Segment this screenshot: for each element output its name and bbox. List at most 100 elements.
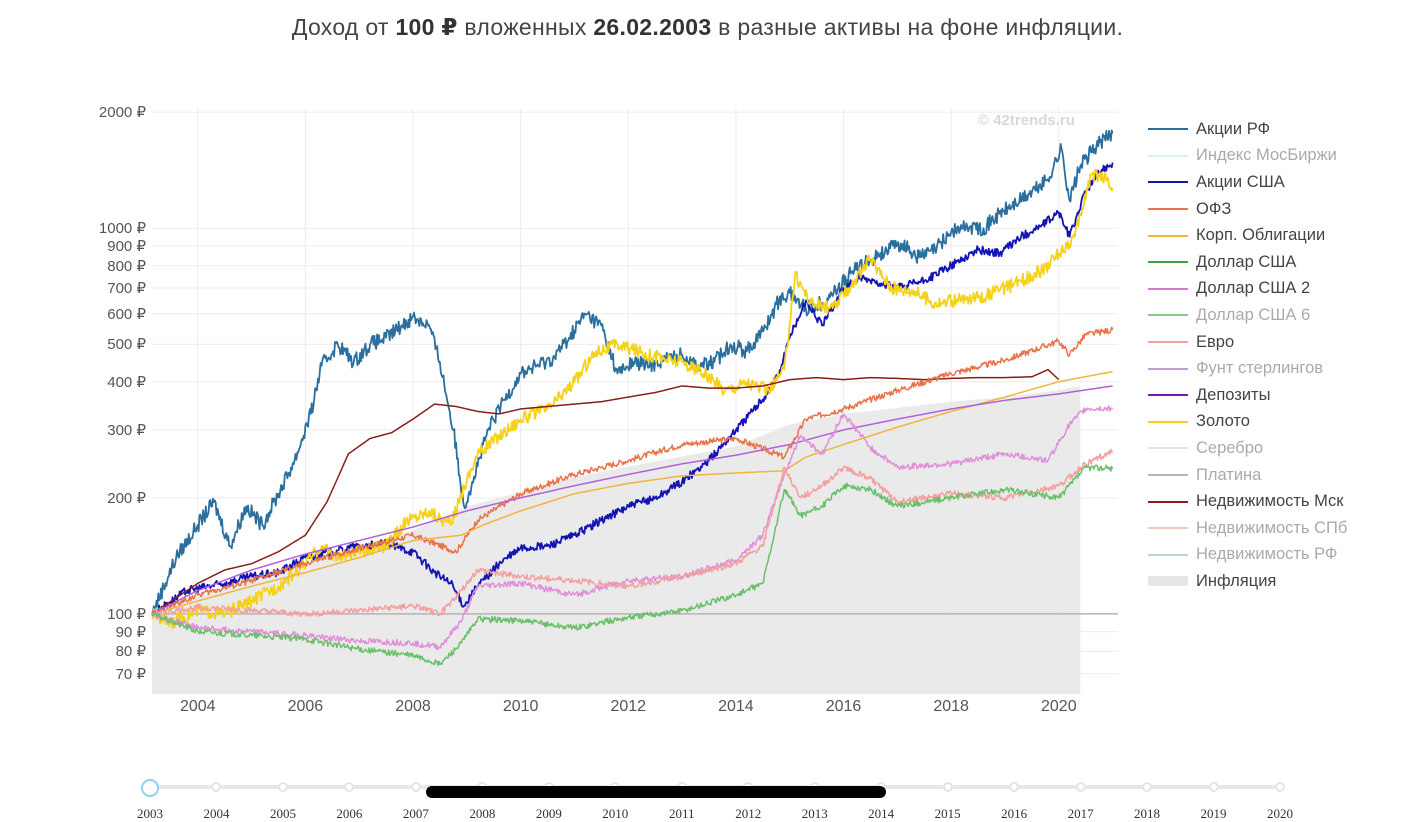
legend-label: Корп. Облигации — [1196, 226, 1326, 245]
legend-item[interactable]: Инфляция — [1148, 568, 1347, 595]
y-tick-label: 80 ₽ — [115, 643, 146, 661]
legend-label: Платина — [1196, 465, 1262, 484]
slider-step[interactable] — [1275, 782, 1285, 792]
slider-label: 2012 — [735, 806, 762, 821]
x-tick-label: 2010 — [502, 698, 539, 715]
slider-label: 2018 — [1134, 806, 1161, 821]
slider-label: 2017 — [1067, 806, 1094, 821]
slider-step[interactable] — [344, 782, 355, 792]
chart-plot[interactable] — [0, 0, 1145, 760]
y-tick-label: 200 ₽ — [107, 489, 146, 507]
legend-label: Акции РФ — [1196, 119, 1271, 138]
legend-swatch — [1148, 128, 1188, 131]
slider-label: 2005 — [269, 806, 296, 821]
slider-step[interactable] — [211, 782, 222, 792]
legend-item[interactable]: Доллар США — [1148, 249, 1347, 276]
legend-swatch — [1148, 420, 1188, 423]
legend-label: Недвижимость РФ — [1196, 545, 1338, 564]
legend-swatch — [1148, 234, 1188, 237]
y-tick-label: 300 ₽ — [107, 421, 146, 439]
legend-swatch — [1148, 576, 1188, 587]
legend-swatch — [1148, 527, 1188, 530]
legend-swatch — [1148, 208, 1188, 211]
x-tick-label: 2018 — [933, 698, 969, 715]
slider-label: 2011 — [668, 806, 695, 821]
series-7-line — [151, 370, 1113, 615]
y-tick-label: 400 ₽ — [107, 373, 146, 391]
series-2-line — [151, 129, 1114, 615]
x-tick-label: 2006 — [287, 698, 324, 715]
x-tick-label: 2008 — [395, 698, 431, 715]
legend-label: ОФЗ — [1196, 199, 1232, 218]
x-tick-label: 2014 — [718, 698, 754, 715]
legend-label: Акции США — [1196, 172, 1285, 191]
legend-item[interactable]: Акции РФ — [1148, 116, 1347, 143]
legend-item[interactable]: Фунт стерлингов — [1148, 355, 1347, 382]
legend-label: Золото — [1196, 412, 1250, 431]
legend-swatch — [1148, 474, 1188, 477]
watermark: © 42trends.ru — [978, 112, 1075, 129]
legend-swatch — [1148, 447, 1188, 450]
legend-item[interactable]: Платина — [1148, 462, 1347, 489]
legend-label: Серебро — [1196, 438, 1264, 457]
slider-label: 2016 — [1001, 806, 1028, 821]
slider-step[interactable] — [1009, 782, 1020, 792]
slider-step[interactable] — [1075, 782, 1086, 792]
legend-item[interactable]: ОФЗ — [1148, 196, 1347, 223]
series-4-line — [151, 168, 1114, 630]
legend-item[interactable]: Евро — [1148, 329, 1347, 356]
y-tick-label: 800 ₽ — [107, 257, 146, 275]
legend-swatch — [1148, 154, 1188, 157]
x-tick-label: 2012 — [610, 698, 647, 715]
y-tick-label: 2000 ₽ — [98, 104, 146, 122]
x-tick-label: 2016 — [825, 698, 862, 715]
slider-label: 2019 — [1200, 806, 1227, 821]
series-9-line — [151, 405, 1114, 651]
legend-swatch — [1148, 367, 1188, 370]
slider-step[interactable] — [410, 782, 421, 792]
legend-swatch — [1148, 181, 1188, 184]
x-tick-label: 2004 — [179, 698, 216, 715]
legend-swatch — [1148, 500, 1188, 503]
slider-handle[interactable] — [141, 779, 159, 797]
slider-label: 2014 — [868, 806, 895, 821]
y-tick-label: 1000 ₽ — [98, 220, 146, 238]
slider-label: 2013 — [801, 806, 828, 821]
chart-title: Доход от 100 ₽ вложенных 26.02.2003 в ра… — [291, 14, 1124, 40]
legend-item[interactable]: Доллар США 2 — [1148, 276, 1347, 303]
slider-step[interactable] — [1142, 782, 1153, 792]
legend-item[interactable]: Корп. Облигации — [1148, 222, 1347, 249]
legend-item[interactable]: Серебро — [1148, 435, 1347, 462]
slider-label: 2007 — [402, 806, 429, 821]
slider-step[interactable] — [942, 782, 953, 792]
slider-step[interactable] — [277, 782, 288, 792]
legend-label: Доллар США 2 — [1196, 279, 1311, 298]
legend-label: Индекс МосБиржи — [1196, 146, 1337, 165]
legend-label: Доллар США 6 — [1196, 305, 1311, 324]
legend-item[interactable]: Индекс МосБиржи — [1148, 143, 1347, 170]
slider-step[interactable] — [1208, 782, 1219, 792]
x-tick-label: 2020 — [1041, 698, 1077, 715]
series-10-line — [151, 448, 1114, 617]
legend-item[interactable]: Недвижимость Мск — [1148, 488, 1347, 515]
slider-label: 2003 — [137, 806, 163, 821]
legend-item[interactable]: Недвижимость РФ — [1148, 542, 1347, 569]
legend-item[interactable]: Доллар США 6 — [1148, 302, 1347, 329]
legend-item[interactable]: Акции США — [1148, 169, 1347, 196]
slider-label: 2020 — [1267, 806, 1293, 821]
legend-swatch — [1148, 394, 1188, 397]
slider-label: 2004 — [203, 806, 230, 821]
series-11-line — [151, 464, 1114, 667]
slider-label: 2006 — [336, 806, 363, 821]
legend-swatch — [1148, 314, 1188, 317]
scrollbar[interactable] — [426, 786, 886, 798]
legend-item[interactable]: Золото — [1148, 409, 1347, 436]
series-5-line — [151, 368, 1060, 615]
slider-label: 2015 — [934, 806, 961, 821]
legend-label: Недвижимость Мск — [1196, 492, 1344, 511]
legend-item[interactable]: Депозиты — [1148, 382, 1347, 409]
y-tick-label: 600 ₽ — [107, 305, 146, 323]
legend-label: Недвижимость СПб — [1196, 518, 1348, 537]
legend-item[interactable]: Недвижимость СПб — [1148, 515, 1347, 542]
series-8-line — [151, 385, 1113, 615]
